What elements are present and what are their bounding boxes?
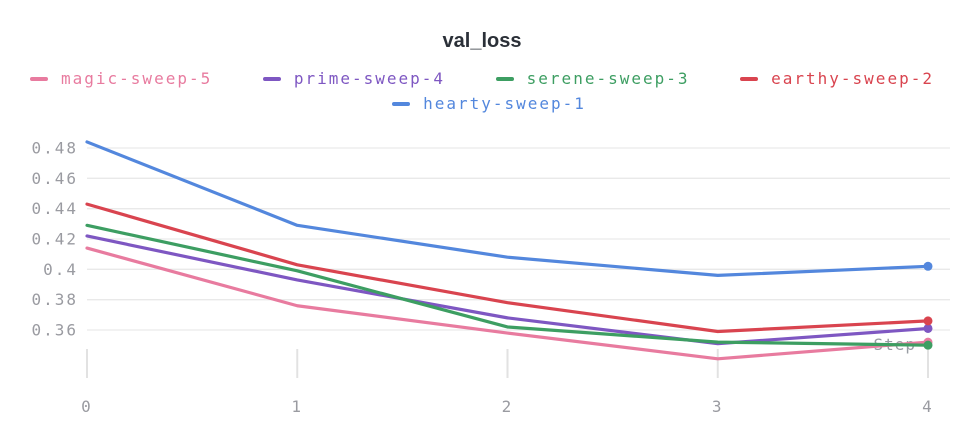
legend-item-label: prime-sweep-4 [293,69,446,88]
y-tick-label: 0.46 [31,169,78,188]
x-tick-label: 4 [922,397,934,416]
x-tick-label: 1 [291,397,303,416]
series-line-prime-sweep-4[interactable] [85,234,930,346]
series-line-magic-sweep-5[interactable] [85,246,930,361]
legend-line-swatch-icon [495,77,514,81]
x-tick-label: 0 [81,397,93,416]
series-line-serene-sweep-3[interactable] [85,223,930,347]
series-endpoint-hearty-sweep-1[interactable] [923,261,933,271]
chart-title: val_loss [442,30,522,52]
y-tick-label: 0.38 [31,290,78,309]
legend-line-swatch-icon [262,77,281,81]
legend-item-label: hearty-sweep-1 [423,94,586,113]
series-endpoint-earthy-sweep-2[interactable] [923,316,933,326]
legend-line-swatch-icon [740,77,759,81]
series-line-hearty-sweep-1[interactable] [85,140,930,278]
y-tick-label: 0.44 [31,199,78,218]
legend-item-hearty-sweep-1[interactable]: hearty-sweep-1 [392,93,586,115]
legend-line-swatch-icon [30,77,48,81]
x-tick-label: 2 [502,397,514,416]
legend-item-label: serene-sweep-3 [526,69,690,88]
legend-row-2: hearty-sweep-1 [0,93,964,115]
y-tick-label: 0.4 [43,260,78,279]
legend-row-1: magic-sweep-5 prime-sweep-4 serene-sweep… [0,68,964,90]
legend-item-earthy-sweep-2[interactable]: earthy-sweep-2 [740,68,934,90]
legend-item-magic-sweep-5[interactable]: magic-sweep-5 [30,68,212,90]
x-tick-label: 3 [712,397,724,416]
y-tick-label: 0.36 [31,321,78,340]
legend-line-swatch-icon [392,102,411,106]
legend-item-label: earthy-sweep-2 [771,69,934,88]
series-endpoint-serene-sweep-3[interactable] [923,340,933,350]
legend-item-label: magic-sweep-5 [61,69,213,88]
series-endpoint-prime-sweep-4[interactable] [923,323,933,333]
legend-item-prime-sweep-4[interactable]: prime-sweep-4 [262,68,446,90]
y-tick-label: 0.48 [31,139,78,158]
series-line-earthy-sweep-2[interactable] [85,202,930,334]
legend-item-serene-sweep-3[interactable]: serene-sweep-3 [495,68,690,90]
legend: magic-sweep-5 prime-sweep-4 serene-sweep… [0,68,964,115]
y-tick-label: 0.42 [31,230,78,249]
